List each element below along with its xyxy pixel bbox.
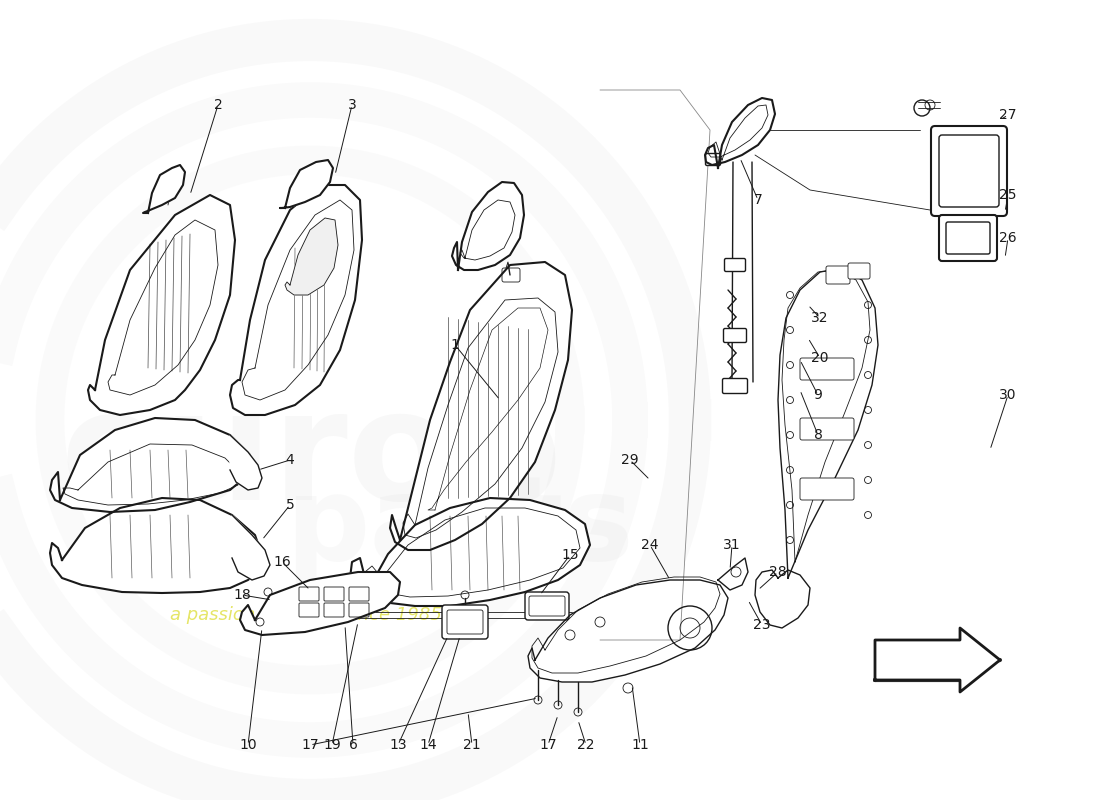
Text: 1: 1 (451, 338, 460, 352)
Text: 18: 18 (233, 588, 251, 602)
Text: 8: 8 (814, 428, 823, 442)
Polygon shape (705, 98, 776, 168)
FancyBboxPatch shape (723, 378, 748, 394)
Polygon shape (240, 572, 400, 635)
FancyBboxPatch shape (705, 154, 720, 166)
FancyBboxPatch shape (349, 587, 368, 601)
FancyBboxPatch shape (826, 266, 850, 284)
FancyBboxPatch shape (800, 478, 854, 500)
Text: 3: 3 (348, 98, 356, 112)
Polygon shape (88, 195, 235, 415)
FancyBboxPatch shape (800, 358, 854, 380)
Polygon shape (755, 570, 810, 628)
FancyBboxPatch shape (848, 263, 870, 279)
Text: 24: 24 (641, 538, 659, 552)
Text: parts: parts (285, 470, 634, 585)
FancyBboxPatch shape (724, 329, 747, 342)
Text: 4: 4 (286, 453, 295, 467)
FancyBboxPatch shape (529, 596, 565, 616)
Polygon shape (452, 182, 524, 270)
Polygon shape (285, 218, 338, 295)
Text: 16: 16 (273, 555, 290, 569)
FancyBboxPatch shape (299, 603, 319, 617)
Polygon shape (230, 435, 262, 490)
Text: 28: 28 (769, 565, 786, 579)
FancyBboxPatch shape (324, 603, 344, 617)
Text: 20: 20 (812, 351, 828, 365)
FancyBboxPatch shape (800, 418, 854, 440)
Text: europ: europ (60, 383, 562, 532)
FancyBboxPatch shape (939, 215, 997, 261)
Polygon shape (230, 185, 362, 415)
Polygon shape (143, 165, 185, 213)
FancyBboxPatch shape (442, 605, 488, 639)
Text: 31: 31 (723, 538, 740, 552)
Polygon shape (232, 515, 270, 580)
Text: 23: 23 (754, 618, 771, 632)
Polygon shape (50, 498, 262, 593)
Text: 2: 2 (213, 98, 222, 112)
Text: 21: 21 (463, 738, 481, 752)
FancyBboxPatch shape (447, 610, 483, 634)
FancyBboxPatch shape (931, 126, 1007, 216)
Text: 9: 9 (814, 388, 823, 402)
Text: 11: 11 (631, 738, 649, 752)
Text: 17: 17 (301, 738, 319, 752)
Polygon shape (50, 418, 250, 512)
Text: 26: 26 (999, 231, 1016, 245)
Polygon shape (718, 558, 748, 590)
Text: 7: 7 (754, 193, 762, 207)
Polygon shape (874, 628, 1000, 692)
Polygon shape (280, 160, 333, 208)
Polygon shape (778, 268, 878, 578)
Polygon shape (350, 498, 590, 606)
Text: 27: 27 (999, 108, 1016, 122)
FancyBboxPatch shape (525, 592, 569, 620)
FancyBboxPatch shape (946, 222, 990, 254)
Text: 14: 14 (419, 738, 437, 752)
FancyBboxPatch shape (299, 587, 319, 601)
Text: 6: 6 (349, 738, 358, 752)
Text: 5: 5 (286, 498, 295, 512)
Text: 29: 29 (621, 453, 639, 467)
FancyBboxPatch shape (939, 135, 999, 207)
Text: 15: 15 (561, 548, 579, 562)
Text: 30: 30 (999, 388, 1016, 402)
Polygon shape (390, 262, 572, 550)
FancyBboxPatch shape (349, 603, 368, 617)
Text: 13: 13 (389, 738, 407, 752)
Polygon shape (528, 580, 728, 682)
Text: 32: 32 (812, 311, 828, 325)
Text: 10: 10 (239, 738, 256, 752)
Text: 19: 19 (323, 738, 341, 752)
FancyBboxPatch shape (725, 258, 746, 271)
FancyBboxPatch shape (324, 587, 344, 601)
Text: 17: 17 (539, 738, 557, 752)
Text: a passion for parts since 1985: a passion for parts since 1985 (170, 606, 442, 624)
Text: 25: 25 (999, 188, 1016, 202)
Text: 22: 22 (578, 738, 595, 752)
